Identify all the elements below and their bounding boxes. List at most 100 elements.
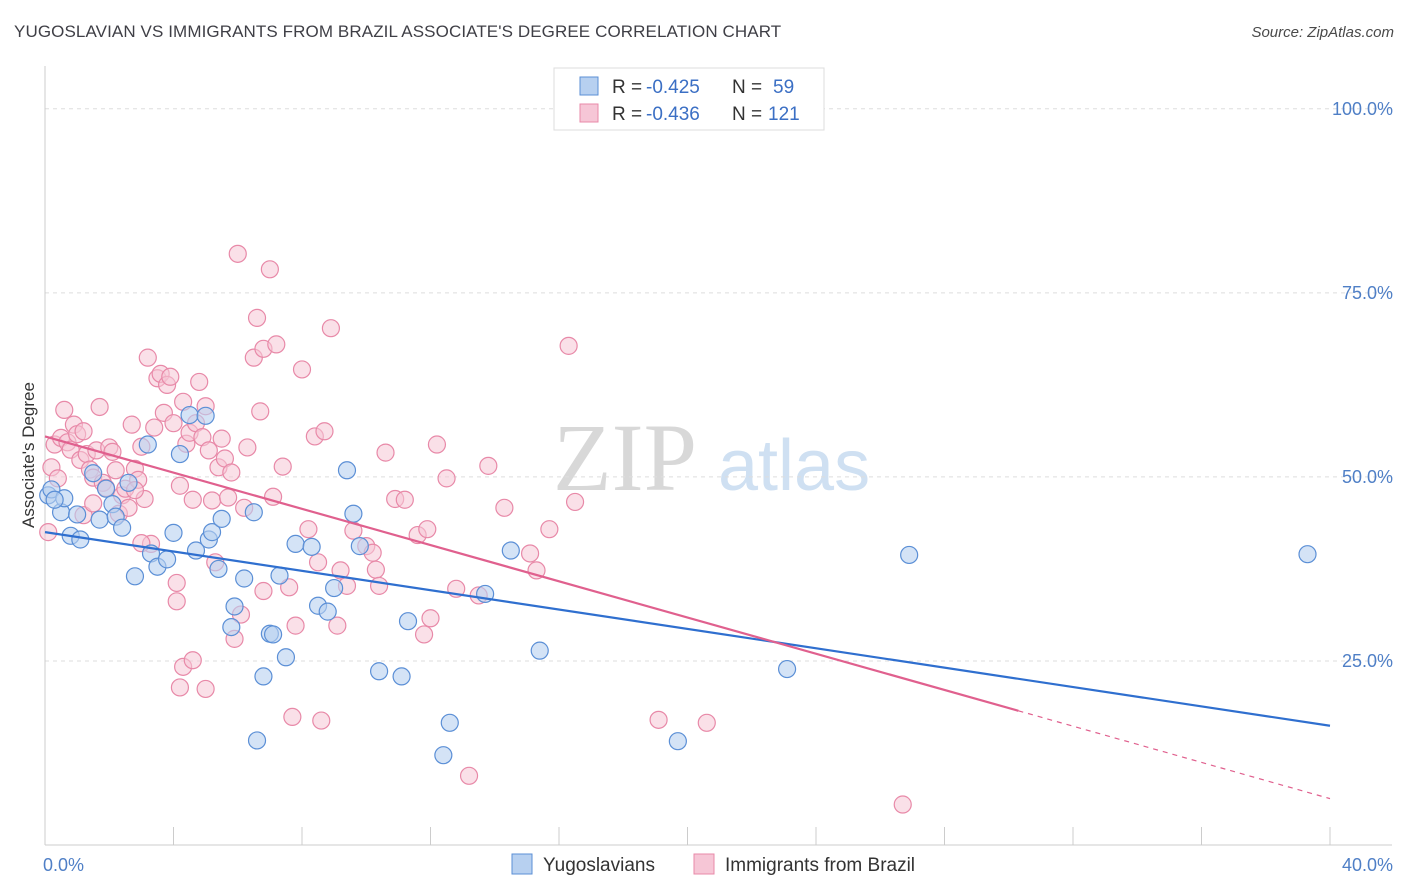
point-brazil-63 xyxy=(251,402,270,421)
point-yugoslavians-53 xyxy=(668,732,687,751)
legend-n-label-1: N = xyxy=(732,77,762,98)
legend-swatch-blue xyxy=(579,76,599,96)
legend-n-value-1: 59 xyxy=(773,77,794,98)
point-brazil-106 xyxy=(170,678,190,697)
legend-r-label-1: R = xyxy=(612,77,642,98)
watermark: ZIP atlas xyxy=(553,404,870,511)
point-yugoslavians-49 xyxy=(440,713,459,732)
tick-labels: 25.0% 50.0% 75.0% 100.0% 0.0% 40.0% xyxy=(43,99,1393,875)
point-brazil-100 xyxy=(649,710,668,729)
point-yugoslavians-40 xyxy=(318,602,337,621)
chart-title: YUGOSLAVIAN VS IMMIGRANTS FROM BRAZIL AS… xyxy=(14,22,782,41)
point-brazil-10 xyxy=(74,422,93,441)
point-yugoslavians-22 xyxy=(196,406,215,425)
point-brazil-46 xyxy=(190,372,209,392)
point-brazil-105 xyxy=(167,592,186,611)
point-brazil-111 xyxy=(254,581,273,601)
legend-r-value-2: -0.436 xyxy=(646,104,700,125)
y-tick-label-0: 25.0% xyxy=(1342,651,1393,671)
point-brazil-76 xyxy=(321,319,341,338)
point-brazil-74 xyxy=(308,553,328,572)
point-brazil-93 xyxy=(459,766,479,785)
point-brazil-49 xyxy=(199,441,218,460)
series-yugoslavians-points xyxy=(39,405,1317,765)
chart-source: Source: ZipAtlas.com xyxy=(1251,24,1394,41)
point-brazil-70 xyxy=(286,616,305,635)
legend-n-value-2: 121 xyxy=(768,104,800,125)
point-yugoslavians-36 xyxy=(276,648,296,667)
legend-r-label-2: R = xyxy=(612,104,642,125)
point-yugoslavians-45 xyxy=(370,662,389,681)
point-yugoslavians-37 xyxy=(286,534,305,553)
point-yugoslavians-55 xyxy=(900,545,919,565)
point-brazil-84 xyxy=(376,443,395,462)
point-brazil-83 xyxy=(370,576,389,595)
point-yugoslavians-31 xyxy=(247,731,267,750)
point-brazil-15 xyxy=(90,397,109,417)
point-brazil-94 xyxy=(479,456,498,475)
point-brazil-102 xyxy=(893,795,912,814)
point-brazil-91 xyxy=(437,469,456,488)
point-yugoslavians-6 xyxy=(71,530,90,549)
x-tick-label-max: 40.0% xyxy=(1342,855,1393,875)
legend-r-value-1: -0.425 xyxy=(646,77,700,98)
point-brazil-38 xyxy=(164,414,183,433)
point-brazil-30 xyxy=(138,348,157,367)
point-yugoslavians-5 xyxy=(68,505,87,524)
point-yugoslavians-19 xyxy=(170,444,190,464)
point-yugoslavians-13 xyxy=(119,473,138,492)
point-brazil-25 xyxy=(122,415,141,434)
point-yugoslavians-29 xyxy=(235,569,254,588)
point-yugoslavians-7 xyxy=(84,464,103,483)
point-brazil-58 xyxy=(228,244,247,263)
point-yugoslavians-41 xyxy=(325,578,344,598)
point-brazil-4 xyxy=(55,400,74,420)
point-brazil-113 xyxy=(312,711,331,730)
legend-box: R = -0.425 N = 59 R = -0.436 N = 121 xyxy=(553,67,825,131)
point-brazil-120 xyxy=(84,494,103,513)
point-brazil-62 xyxy=(247,308,267,327)
point-brazil-44 xyxy=(183,490,202,509)
point-yugoslavians-18 xyxy=(164,523,183,542)
point-yugoslavians-46 xyxy=(392,667,411,686)
point-yugoslavians-12 xyxy=(112,518,132,537)
point-brazil-115 xyxy=(414,625,434,644)
watermark-atlas: atlas xyxy=(718,426,870,506)
point-brazil-109 xyxy=(196,679,215,699)
point-yugoslavians-24 xyxy=(202,523,222,542)
legend-swatch-pink xyxy=(579,103,599,123)
point-brazil-39 xyxy=(167,573,186,593)
point-yugoslavians-27 xyxy=(222,617,241,637)
point-yugoslavians-35 xyxy=(270,566,289,585)
point-brazil-98 xyxy=(559,336,578,355)
y-tick-label-2: 75.0% xyxy=(1342,283,1393,303)
point-yugoslavians-8 xyxy=(90,510,109,529)
point-brazil-99 xyxy=(565,492,585,512)
point-yugoslavians-38 xyxy=(302,537,321,556)
point-yugoslavians-34 xyxy=(263,625,283,644)
point-yugoslavians-20 xyxy=(180,405,199,425)
bottom-legend-swatch-blue xyxy=(511,853,533,875)
point-brazil-37 xyxy=(161,367,180,386)
bottom-legend-yugoslavians: Yugoslavians xyxy=(543,855,655,876)
point-yugoslavians-30 xyxy=(244,503,263,522)
point-yugoslavians-54 xyxy=(777,659,797,679)
y-tick-label-1: 50.0% xyxy=(1342,467,1393,487)
point-yugoslavians-28 xyxy=(225,597,244,616)
axes xyxy=(44,66,1392,846)
point-brazil-40 xyxy=(170,476,190,495)
legend-n-label-2: N = xyxy=(732,104,762,125)
point-brazil-53 xyxy=(212,429,231,448)
y-axis-title: Associate's Degree xyxy=(19,382,38,528)
point-yugoslavians-17 xyxy=(157,550,177,569)
point-brazil-65 xyxy=(260,260,279,279)
point-yugoslavians-43 xyxy=(344,504,363,523)
point-yugoslavians-32 xyxy=(254,667,273,686)
point-brazil-32 xyxy=(145,418,164,437)
point-yugoslavians-14 xyxy=(125,567,145,586)
point-brazil-67 xyxy=(267,335,286,354)
point-brazil-50 xyxy=(202,491,222,510)
point-brazil-86 xyxy=(395,490,414,509)
point-brazil-90 xyxy=(427,435,447,454)
